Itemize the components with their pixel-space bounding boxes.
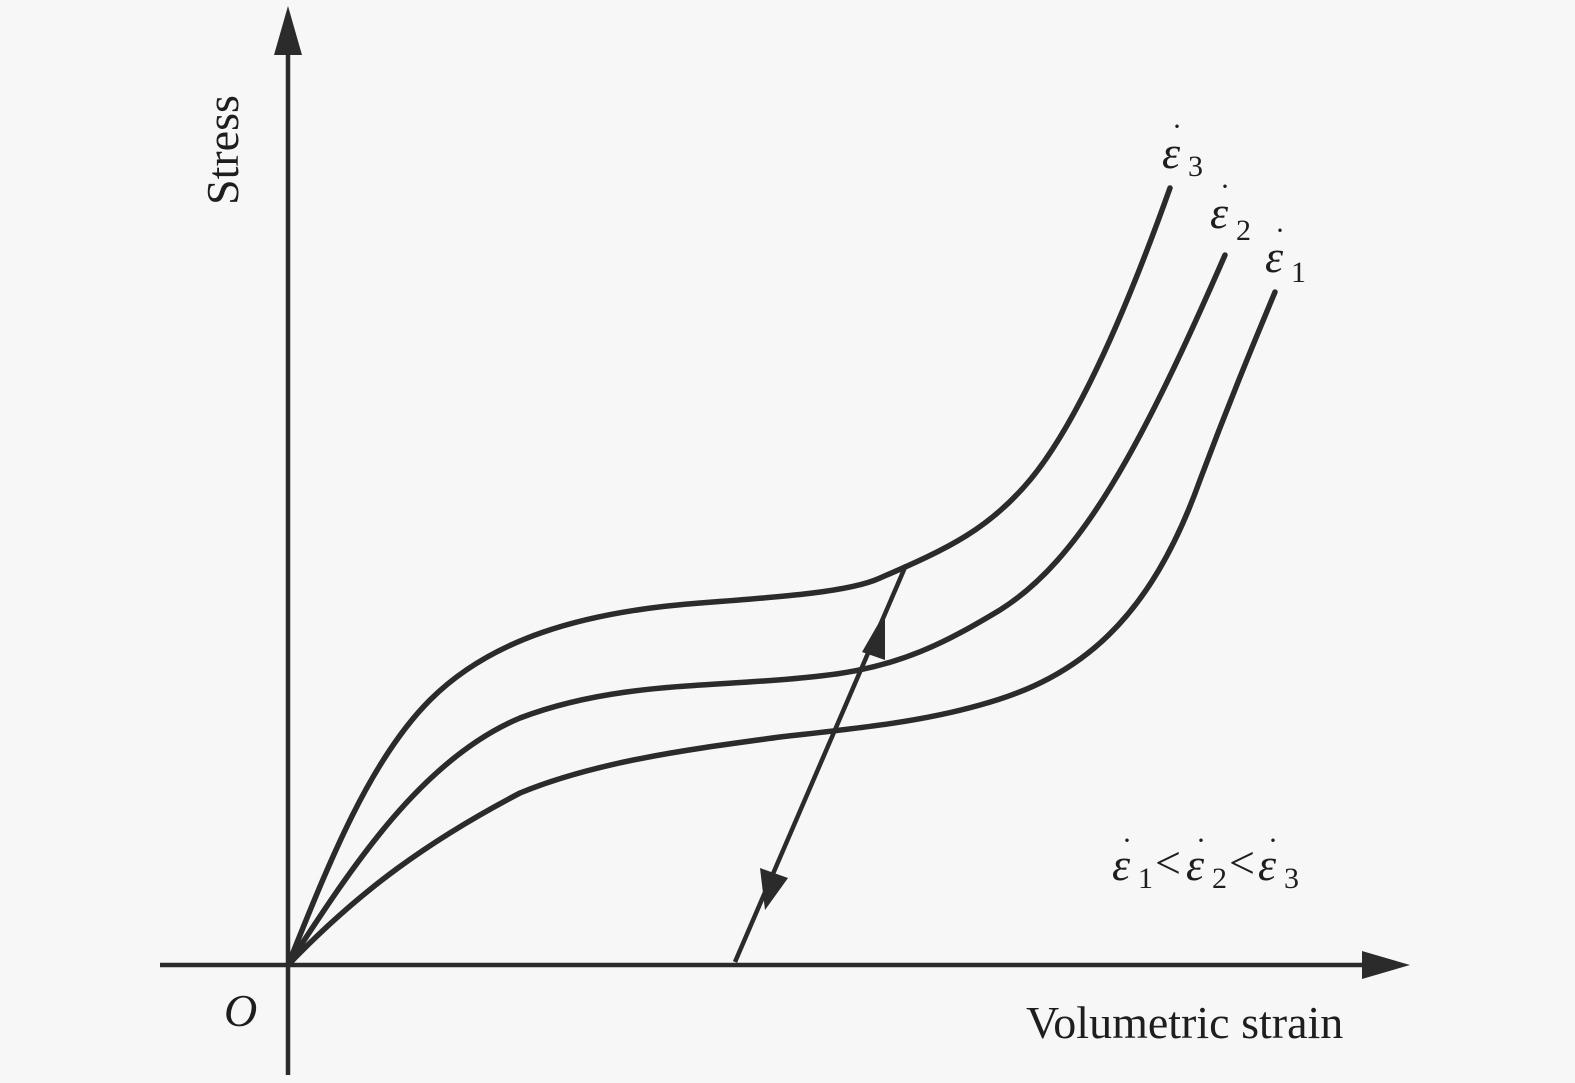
curve-label-eps-2: · ε 2	[1210, 170, 1251, 247]
curve-label-eps-3: · ε 3	[1162, 110, 1203, 183]
rate-dot: ·	[1275, 214, 1285, 247]
epsilon-symbol: ε	[1210, 187, 1229, 238]
subscript: 1	[1138, 862, 1153, 895]
rate-dot: ·	[1172, 110, 1182, 143]
epsilon-symbol: ε	[1162, 127, 1181, 178]
unloading-arrow-down	[760, 868, 788, 910]
curve-eps-3	[285, 185, 1173, 968]
rate-dot: ·	[1196, 824, 1206, 857]
rate-dot: ·	[1122, 824, 1132, 857]
curve-eps-2	[285, 252, 1228, 968]
less-than: <	[1229, 837, 1255, 888]
subscript: 3	[1188, 150, 1203, 183]
less-than: <	[1155, 837, 1181, 888]
rate-dot: ·	[1220, 170, 1230, 203]
curve-eps-1	[285, 289, 1278, 968]
x-axis-label: Volumetric strain	[1026, 997, 1343, 1048]
strain-rate-relation: · ε 1 < · ε 2 < · ε 3	[1112, 824, 1299, 895]
epsilon-symbol: ε	[1186, 839, 1205, 890]
y-axis-label: Stress	[197, 95, 248, 205]
epsilon-symbol: ε	[1265, 231, 1284, 282]
curve-label-eps-1: · ε 1	[1265, 214, 1306, 289]
subscript: 1	[1291, 256, 1306, 289]
subscript: 2	[1212, 862, 1227, 895]
loading-arrow-up	[862, 612, 885, 660]
epsilon-symbol: ε	[1112, 839, 1131, 890]
y-axis-arrowhead	[274, 6, 302, 55]
origin-label: O	[224, 985, 257, 1036]
subscript: 3	[1284, 862, 1299, 895]
rate-dot: ·	[1268, 824, 1278, 857]
epsilon-symbol: ε	[1258, 839, 1277, 890]
subscript: 2	[1236, 214, 1251, 247]
x-axis-arrowhead	[1362, 951, 1410, 979]
